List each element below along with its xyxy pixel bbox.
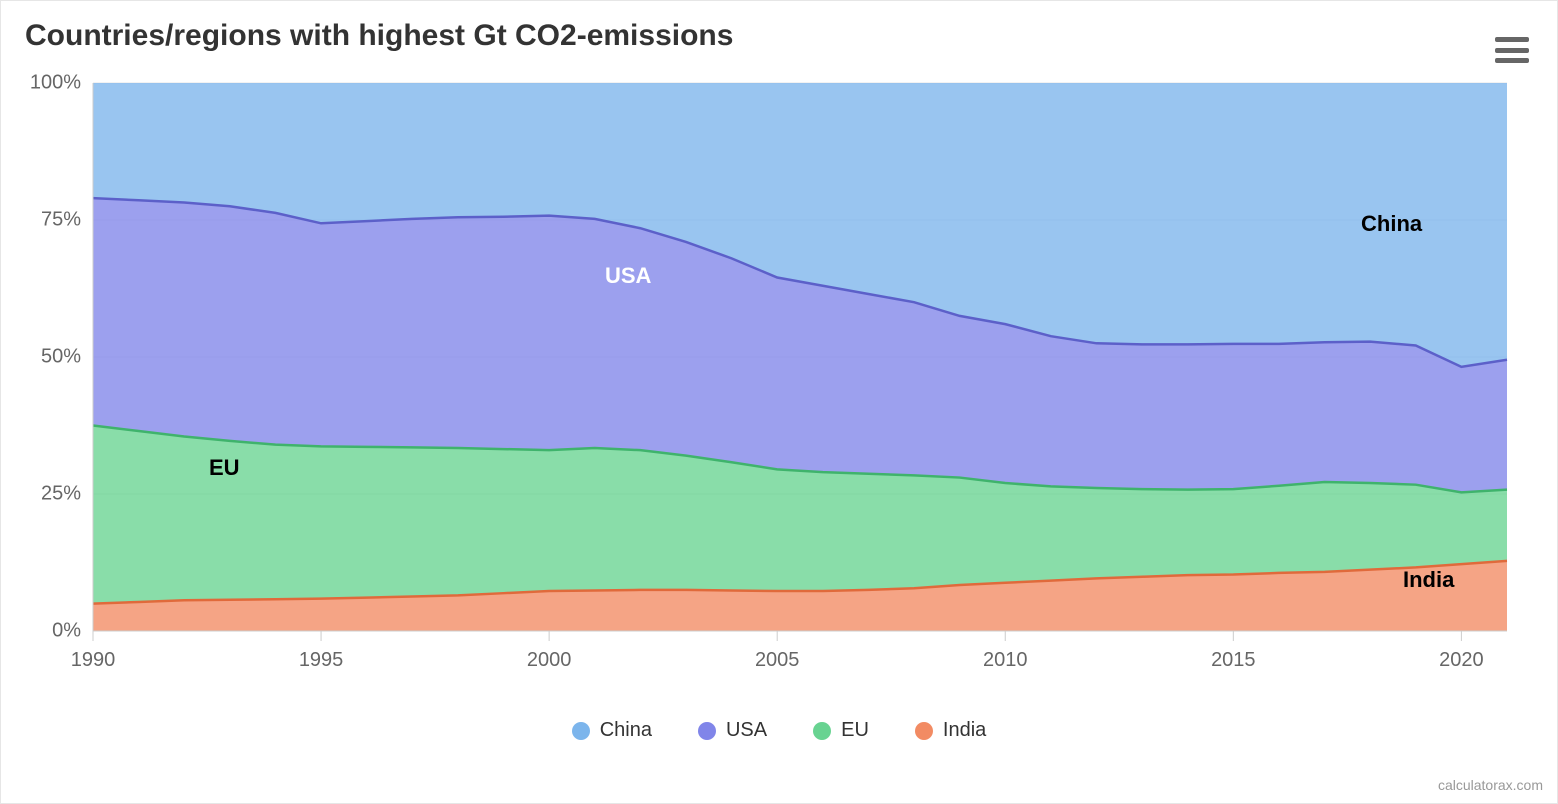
x-tick-label: 2020 (1439, 649, 1484, 672)
x-tick-label: 1995 (299, 649, 344, 672)
x-tick-label: 2010 (983, 649, 1028, 672)
legend-item-china[interactable]: China (572, 719, 652, 742)
series-label-usa: USA (605, 263, 651, 289)
legend-label: EU (841, 719, 869, 742)
legend-swatch (915, 722, 933, 740)
legend-label: India (943, 719, 986, 742)
y-tick-label: 100% (30, 72, 81, 95)
legend-swatch (572, 722, 590, 740)
x-tick-label: 2000 (527, 649, 572, 672)
y-tick-label: 25% (41, 483, 81, 506)
legend: China USA EU India (1, 719, 1557, 742)
y-tick-label: 0% (52, 620, 81, 643)
legend-item-india[interactable]: India (915, 719, 986, 742)
series-label-eu: EU (209, 455, 240, 481)
y-tick-label: 75% (41, 209, 81, 232)
y-axis-labels: 0%25%50%75%100% (1, 83, 81, 631)
legend-swatch (813, 722, 831, 740)
credits-label: calculatorax.com (1438, 777, 1543, 793)
legend-label: China (600, 719, 652, 742)
chart-title: Countries/regions with highest Gt CO2-em… (25, 19, 733, 53)
legend-swatch (698, 722, 716, 740)
area-chart-svg (93, 83, 1507, 631)
legend-label: USA (726, 719, 767, 742)
plot-area: China USA EU India (93, 83, 1507, 631)
y-tick-label: 50% (41, 346, 81, 369)
series-label-china: China (1361, 211, 1422, 237)
x-tick-label: 1990 (71, 649, 116, 672)
chart-container: Countries/regions with highest Gt CO2-em… (0, 0, 1558, 804)
legend-item-eu[interactable]: EU (813, 719, 869, 742)
x-tick-label: 2005 (755, 649, 800, 672)
hamburger-menu-icon[interactable] (1495, 37, 1529, 63)
legend-item-usa[interactable]: USA (698, 719, 767, 742)
x-tick-label: 2015 (1211, 649, 1256, 672)
series-label-india: India (1403, 567, 1454, 593)
